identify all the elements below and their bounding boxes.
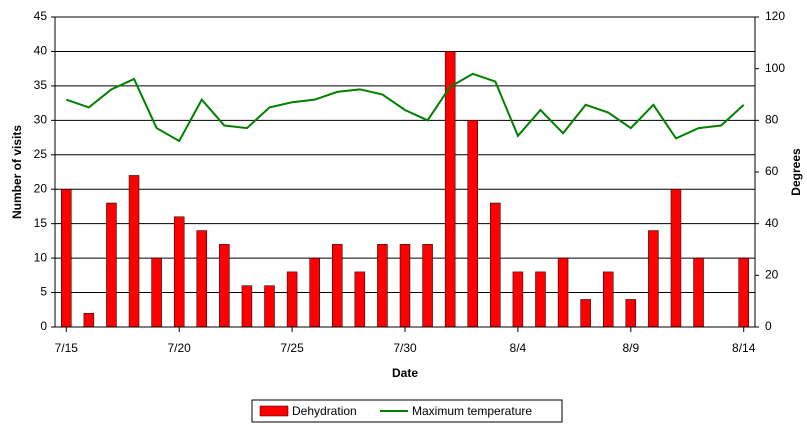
bar: [354, 271, 366, 328]
y-tick-label: 10: [34, 250, 48, 264]
y2-tick-label: 60: [765, 164, 779, 178]
y-tick-label: 25: [34, 147, 48, 161]
legend-label: Maximum temperature: [412, 404, 532, 418]
y-tick-label: 45: [34, 9, 48, 23]
bar: [332, 244, 343, 328]
bar: [151, 257, 162, 328]
bar: [580, 299, 591, 328]
x-tick-label: 7/20: [168, 341, 192, 355]
bar: [648, 230, 659, 328]
bar: [490, 202, 501, 328]
y-axis-title: Number of visits: [10, 125, 24, 219]
bar: [625, 299, 637, 328]
y-tick-label: 35: [34, 78, 48, 92]
bar: [512, 271, 524, 328]
x-tick-label: 7/30: [393, 341, 417, 355]
bar: [106, 202, 117, 328]
y2-tick-label: 100: [765, 61, 785, 75]
x-tick-label: 8/9: [622, 341, 639, 355]
bar: [286, 271, 298, 328]
x-tick-label: 7/15: [55, 341, 79, 355]
x-tick-label: 8/14: [732, 341, 756, 355]
y2-tick-label: 20: [765, 268, 779, 282]
bar: [241, 285, 253, 328]
bar: [693, 257, 704, 328]
bar: [738, 257, 749, 328]
bar: [309, 257, 320, 328]
legend-swatch: [259, 405, 289, 417]
bar: [61, 188, 72, 328]
bar: [83, 312, 95, 328]
y-tick-label: 30: [34, 113, 48, 127]
y2-tick-label: 40: [765, 216, 779, 230]
temperature-line: [65, 72, 745, 143]
x-tick-label: 7/25: [280, 341, 304, 355]
bar: [196, 230, 208, 328]
bar: [128, 175, 140, 328]
y-tick-label: 20: [34, 181, 48, 195]
bar: [602, 271, 614, 328]
legend-label: Dehydration: [292, 404, 357, 418]
bar: [422, 244, 433, 328]
bar: [219, 244, 230, 328]
y-tick-label: 40: [34, 44, 48, 58]
bar: [557, 257, 569, 328]
bar: [264, 285, 275, 328]
x-axis-title: Date: [392, 366, 418, 380]
bar: [670, 188, 682, 328]
y-tick-label: 15: [34, 216, 48, 230]
bar: [467, 120, 478, 328]
y-tick-label: 0: [40, 319, 47, 333]
bar: [399, 244, 411, 328]
bar: [377, 244, 388, 328]
y2-tick-label: 120: [765, 9, 785, 23]
y2-tick-label: 0: [765, 319, 772, 333]
y2-axis-title: Degrees: [789, 148, 803, 196]
bar: [535, 271, 546, 328]
x-tick-label: 8/4: [510, 341, 527, 355]
y-tick-label: 5: [40, 285, 47, 299]
y2-tick-label: 80: [765, 113, 779, 127]
bar: [173, 216, 185, 328]
